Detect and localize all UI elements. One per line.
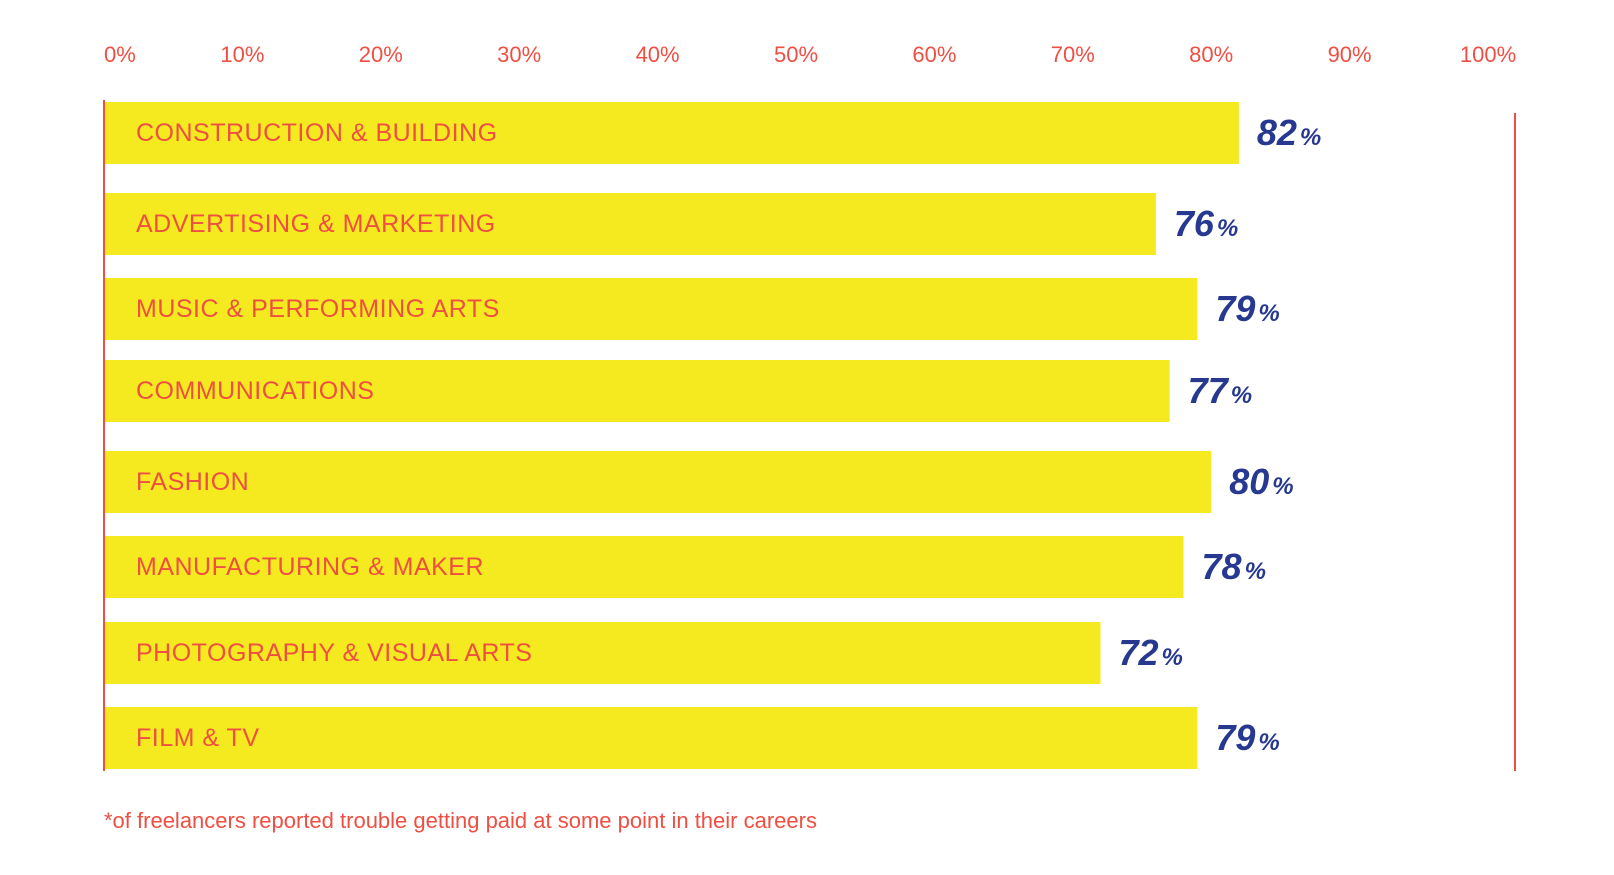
x-tick-label: 50%: [774, 42, 818, 67]
data-label-unit: %: [1300, 124, 1321, 151]
bar: [104, 102, 1239, 164]
data-label-value: 78: [1202, 546, 1242, 587]
x-tick-label: 20%: [359, 42, 403, 67]
data-label: 82%: [1257, 112, 1321, 153]
data-label-value: 72: [1118, 632, 1158, 673]
category-label: ADVERTISING & MARKETING: [136, 210, 496, 238]
bar: [104, 193, 1156, 255]
data-label-value: 80: [1229, 461, 1269, 502]
data-label-unit: %: [1162, 644, 1183, 671]
data-label-unit: %: [1258, 729, 1279, 756]
data-label: 72%: [1118, 632, 1182, 673]
data-label-unit: %: [1245, 558, 1266, 585]
category-label: PHOTOGRAPHY & VISUAL ARTS: [136, 639, 532, 667]
data-label-unit: %: [1217, 215, 1238, 242]
bar: [104, 278, 1198, 340]
x-tick-label: 80%: [1189, 42, 1233, 67]
x-tick-label: 60%: [912, 42, 956, 67]
data-label: 79%: [1215, 288, 1279, 329]
category-label: FILM & TV: [136, 724, 260, 752]
data-label-value: 82: [1257, 112, 1297, 153]
data-label-value: 79: [1215, 717, 1255, 758]
bar: [104, 622, 1101, 684]
footnote: *of freelancers reported trouble getting…: [104, 808, 817, 833]
x-tick-label: 70%: [1051, 42, 1095, 67]
data-label-unit: %: [1231, 382, 1252, 409]
x-tick-label: 10%: [220, 42, 264, 67]
x-tick-label: 0%: [104, 42, 136, 67]
bar: [104, 451, 1212, 513]
data-label-value: 76: [1174, 203, 1215, 244]
bar: [104, 536, 1184, 598]
bars: CONSTRUCTION & BUILDING 82 % ADVERTISING & …: [104, 102, 1321, 769]
data-label: 76%: [1174, 203, 1238, 244]
category-label: COMMUNICATIONS: [136, 377, 374, 405]
bar: [104, 707, 1198, 769]
data-label-value: 77: [1188, 370, 1230, 411]
x-tick-label: 100%: [1460, 42, 1516, 67]
data-label: 78%: [1202, 546, 1266, 587]
data-label-unit: %: [1272, 473, 1293, 500]
category-label: FASHION: [136, 468, 249, 496]
data-label-unit: %: [1258, 300, 1279, 327]
data-label-value: 79: [1215, 288, 1255, 329]
data-label: 77%: [1188, 370, 1252, 411]
x-axis-ticks: 0% 10% 20% 30% 40% 50% 60% 70% 80% 90% 100%: [104, 42, 1516, 67]
x-tick-label: 30%: [497, 42, 541, 67]
category-label: MANUFACTURING & MAKER: [136, 553, 484, 581]
data-label: 80%: [1229, 461, 1293, 502]
data-label: 79%: [1215, 717, 1279, 758]
category-label: MUSIC & PERFORMING ARTS: [136, 295, 500, 323]
category-label: CONSTRUCTION & BUILDING: [136, 119, 498, 147]
x-tick-label: 90%: [1328, 42, 1372, 67]
x-tick-label: 40%: [636, 42, 680, 67]
bar: [104, 360, 1170, 422]
